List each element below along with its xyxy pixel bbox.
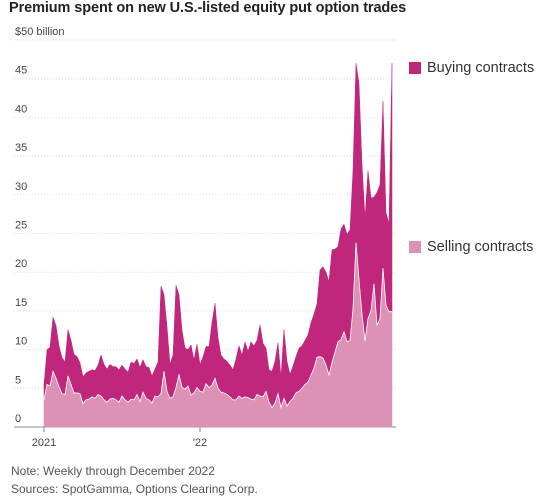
chart-title: Premium spent on new U.S.-listed equity … [9,0,407,16]
y-tick-label: 20 [15,258,27,270]
legend-label-selling: Selling contracts [427,239,534,255]
legend-item-selling: Selling contracts [409,239,533,255]
y-tick-label: 15 [15,297,27,309]
y-tick-label: 25 [15,220,27,232]
y-tick-label: 45 [15,65,27,77]
chart-note: Note: Weekly through December 2022 [11,464,215,478]
y-tick-label: 30 [15,181,27,193]
y-tick-label: 35 [15,142,27,154]
y-axis-ticks: 0 5 10 15 20 25 30 35 40 45 $50 billion [15,26,65,425]
area-series [43,62,393,428]
y-tick-label: $50 billion [15,26,65,38]
x-axis: 2021 '22 [32,427,207,449]
legend-item-buying: Buying contracts [409,60,534,76]
x-tick-label: '22 [193,437,207,449]
y-tick-label: 5 [15,374,21,386]
legend-label-buying: Buying contracts [427,60,535,76]
y-tick-label: 0 [15,413,21,425]
x-tick-label: 2021 [32,437,56,449]
y-tick-label: 40 [15,103,27,115]
legend-swatch-selling [409,241,421,253]
series-boundary-line [43,242,392,410]
chart-sources: Sources: SpotGamma, Options Clearing Cor… [11,482,258,496]
y-tick-label: 10 [15,336,27,348]
legend-swatch-buying [409,62,421,74]
